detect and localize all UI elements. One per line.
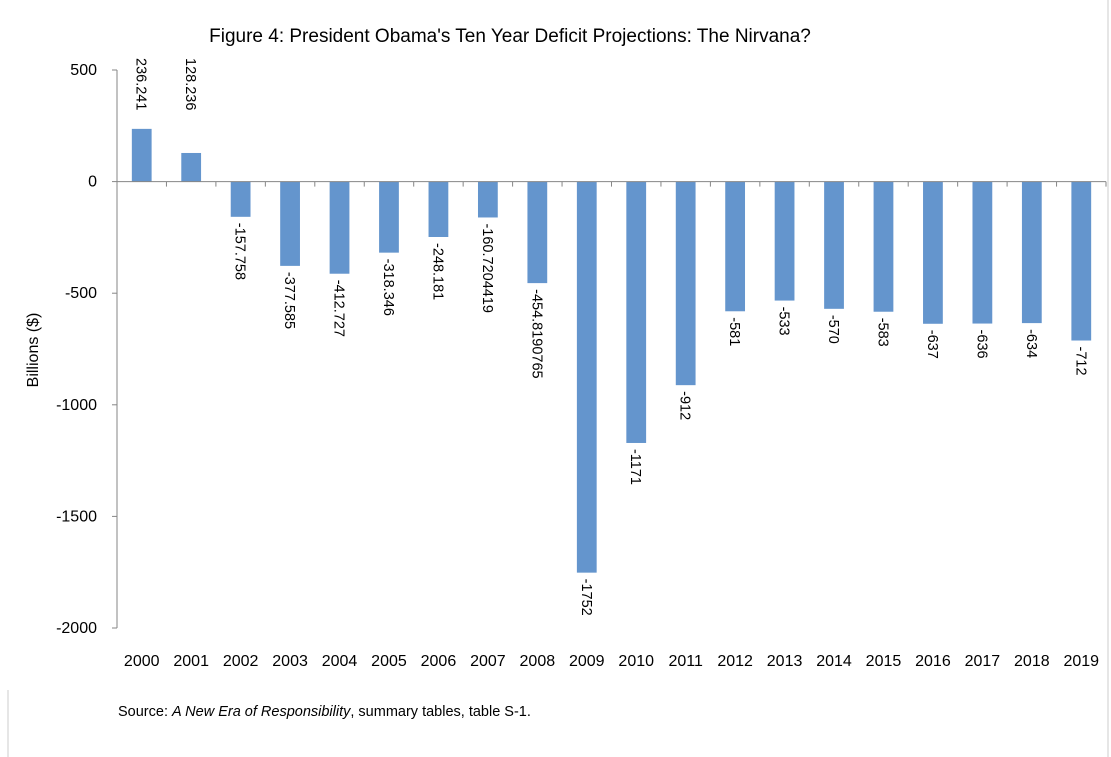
x-tick-label: 2009 xyxy=(569,653,605,670)
data-label-2012: -581 xyxy=(726,317,742,346)
data-label-2008: -454.8190765 xyxy=(528,289,544,379)
data-label-2000: 236.241 xyxy=(133,58,149,110)
data-label-2018: -634 xyxy=(1023,329,1039,358)
data-label-2010: -1171 xyxy=(627,449,643,485)
x-tick-label: 2000 xyxy=(124,653,160,670)
bar-2018 xyxy=(1021,181,1042,324)
source-suffix: , summary tables, table S-1. xyxy=(350,704,531,720)
data-label-2007: -160.7204419 xyxy=(479,223,495,313)
data-label-2006: -248.181 xyxy=(429,243,445,300)
data-label-2004: -412.727 xyxy=(331,280,347,337)
data-label-2015: -583 xyxy=(874,318,890,347)
bar-2015 xyxy=(873,181,894,312)
axes xyxy=(112,69,1107,629)
bars xyxy=(131,128,1092,573)
x-tick-label: 2004 xyxy=(322,653,358,670)
data-label-2009: -1752 xyxy=(578,579,594,616)
x-tick-label: 2012 xyxy=(717,653,753,670)
y-tick-label: -2000 xyxy=(56,620,97,637)
x-tick-labels: 2000 2001 2002 2003 2004 2005 2006 2007 2008 2009… xyxy=(124,653,1099,670)
data-label-2001: 128.236 xyxy=(182,58,198,110)
data-label-2011: -912 xyxy=(677,391,693,420)
x-tick-label: 2001 xyxy=(173,653,209,670)
data-label-2005: -318.346 xyxy=(380,259,396,316)
x-tick-label: 2003 xyxy=(272,653,308,670)
x-tick-label: 2008 xyxy=(520,653,556,670)
y-axis-title: Billions ($) xyxy=(25,313,42,388)
y-tick-label: -1500 xyxy=(56,508,97,525)
data-label-2003: -377.585 xyxy=(281,272,297,329)
bar-2005 xyxy=(379,181,399,253)
bar-2017 xyxy=(972,181,993,324)
y-tick-label: -1000 xyxy=(56,397,97,414)
data-label-2019: -712 xyxy=(1072,347,1088,376)
x-tick-label: 2014 xyxy=(816,653,852,670)
source-title: A New Era of Responsibility xyxy=(171,704,351,720)
chart-title: Figure 4: President Obama's Ten Year Def… xyxy=(209,26,811,47)
bar-2003 xyxy=(280,181,300,266)
bar-2008 xyxy=(527,181,548,284)
bar-2013 xyxy=(774,181,795,301)
data-label-2014: -570 xyxy=(825,315,841,344)
x-tick-label: 2006 xyxy=(421,653,457,670)
x-tick-label: 2018 xyxy=(1014,653,1050,670)
data-label-2016: -637 xyxy=(924,330,940,359)
bar-2006 xyxy=(428,181,449,237)
source-prefix: Source: xyxy=(118,704,172,720)
bar-2000 xyxy=(131,128,152,182)
x-tick-label: 2005 xyxy=(371,653,407,670)
x-tick-label: 2002 xyxy=(223,653,259,670)
x-tick-label: 2015 xyxy=(866,653,902,670)
x-tick-label: 2010 xyxy=(618,653,654,670)
source-note: Source: A New Era of Responsibility, sum… xyxy=(118,704,531,720)
bar-2004 xyxy=(329,181,350,274)
x-tick-label: 2019 xyxy=(1063,653,1099,670)
bar-2002 xyxy=(230,181,251,217)
data-labels: 236.241 128.236 -157.758 -377.585 -412.727 -3… xyxy=(133,58,1089,616)
y-tick-label: 500 xyxy=(70,62,97,79)
y-tick-label: 0 xyxy=(88,174,97,191)
bar-2012 xyxy=(725,181,746,312)
x-tick-label: 2017 xyxy=(965,653,1001,670)
x-tick-label: 2007 xyxy=(470,653,506,670)
bar-2011 xyxy=(675,181,696,386)
x-tick-label: 2016 xyxy=(915,653,951,670)
x-tick-label: 2013 xyxy=(767,653,803,670)
bar-2010 xyxy=(626,181,647,443)
data-label-2002: -157.758 xyxy=(232,223,248,280)
x-tick-label: 2011 xyxy=(668,653,703,670)
bar-2016 xyxy=(923,181,943,324)
data-label-2013: -533 xyxy=(776,307,792,336)
bar-2001 xyxy=(181,152,202,182)
bar-2019 xyxy=(1071,181,1092,341)
bar-2007 xyxy=(477,181,498,218)
data-label-2017: -636 xyxy=(973,330,989,359)
bar-2009 xyxy=(576,181,597,573)
y-tick-label: -500 xyxy=(65,285,97,302)
bar-2014 xyxy=(824,181,844,309)
y-tick-labels: 500 0 -500 -1000 -1500 -2000 xyxy=(56,62,97,637)
